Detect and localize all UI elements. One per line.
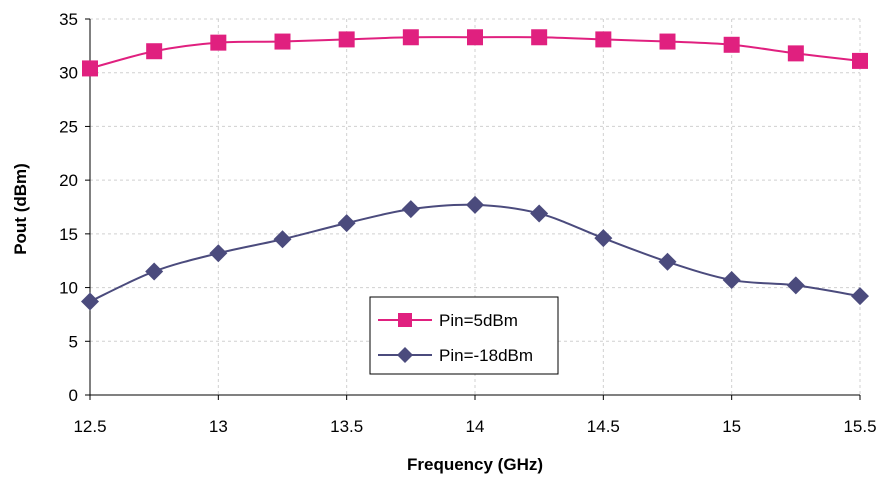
data-point-diamond (851, 287, 869, 306)
series-layer (81, 29, 869, 311)
data-point-square (852, 52, 868, 69)
legend-box (369, 296, 559, 375)
legend-square-marker (398, 313, 412, 327)
series-0 (82, 29, 868, 77)
data-point-square (274, 33, 291, 50)
data-point-diamond (722, 271, 741, 290)
data-point-diamond (337, 214, 356, 233)
data-point-square (595, 31, 612, 48)
y-tick-label: 10 (59, 279, 78, 298)
legend-label-series-1: Pin=-18dBm (439, 346, 533, 365)
y-tick-label: 0 (69, 386, 78, 405)
legend-label-series-0: Pin=5dBm (439, 311, 518, 330)
data-point-diamond (786, 276, 805, 295)
x-tick-label: 14 (466, 417, 485, 436)
data-point-diamond (594, 229, 613, 248)
grid-lines (90, 18, 861, 395)
data-point-diamond (145, 262, 164, 281)
data-point-square (467, 29, 483, 46)
x-tick-label: 15.5 (843, 417, 876, 436)
data-point-square (338, 31, 355, 48)
x-tick-label: 12.5 (73, 417, 106, 436)
data-point-square (723, 36, 740, 53)
legend-item-series-0: Pin=5dBm (378, 311, 518, 330)
x-tick-label: 15 (722, 417, 741, 436)
data-point-square (531, 29, 548, 46)
y-tick-label: 15 (59, 225, 78, 244)
data-point-square (659, 33, 676, 50)
x-tick-label: 13.5 (330, 417, 363, 436)
data-point-diamond (466, 195, 484, 214)
data-point-diamond (530, 204, 549, 223)
y-tick-label: 25 (59, 117, 78, 136)
x-tick-label: 14.5 (587, 417, 620, 436)
x-tick-label: 13 (209, 417, 228, 436)
data-point-square (146, 43, 163, 60)
y-axis-ticks: 0 5 10 15 20 25 30 35 (59, 10, 90, 405)
data-point-diamond (81, 292, 99, 311)
series-1 (81, 195, 869, 311)
data-point-diamond (209, 244, 228, 263)
y-tick-label: 30 (59, 64, 78, 83)
data-point-square (402, 29, 419, 46)
y-axis-title: Pout (dBm) (11, 163, 30, 255)
y-tick-label: 20 (59, 171, 78, 190)
y-tick-label: 35 (59, 10, 78, 29)
legend-diamond-marker (397, 347, 413, 363)
x-axis-ticks: 12.5 13 13.5 14 14.5 15 15.5 (73, 395, 877, 436)
y-tick-label: 5 (69, 332, 78, 351)
legend: Pin=5dBm Pin=-18dBm (369, 296, 559, 375)
data-point-diamond (273, 230, 292, 249)
x-axis-title: Frequency (GHz) (407, 455, 543, 474)
data-point-square (210, 34, 227, 51)
data-point-diamond (401, 200, 420, 219)
legend-item-series-1: Pin=-18dBm (378, 346, 533, 365)
data-point-square (787, 45, 804, 62)
data-point-square (82, 60, 98, 77)
data-point-diamond (658, 252, 677, 271)
